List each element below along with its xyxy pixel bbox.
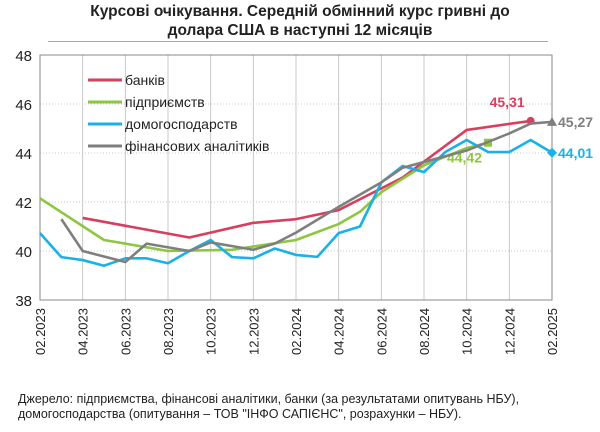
x-tick-label: 10.2023 — [204, 308, 219, 355]
x-tick-label: 04.2023 — [76, 308, 91, 355]
x-tick-label: 02.2024 — [289, 308, 304, 355]
source-line2: домогосподарства (опитування – ТОВ "ІНФО… — [18, 407, 462, 421]
end-value-label: 45,31 — [490, 94, 525, 110]
end-marker-diamond — [547, 147, 557, 158]
legend-label: підприємств — [125, 94, 205, 110]
chart-title-line2: долара США в наступні 12 місяців — [167, 22, 433, 39]
x-tick-label: 08.2023 — [161, 308, 176, 355]
legend-label: домогосподарств — [125, 116, 238, 132]
x-tick-label: 06.2024 — [374, 308, 389, 355]
y-tick-label: 44 — [15, 146, 32, 163]
x-tick-label: 02.2025 — [545, 308, 560, 355]
x-tick-label: 12.2024 — [502, 308, 517, 355]
plot-frame — [39, 54, 553, 301]
y-tick-label: 40 — [15, 244, 32, 261]
x-tick-label: 04.2024 — [332, 308, 347, 355]
y-tick-label: 46 — [15, 97, 32, 114]
y-tick-label: 42 — [15, 195, 32, 212]
x-tick-label: 08.2024 — [417, 308, 432, 355]
y-tick-label: 38 — [15, 293, 32, 310]
x-tick-label: 02.2023 — [33, 308, 48, 355]
legend-label: фінансових аналітиків — [125, 138, 269, 154]
x-tick-label: 06.2023 — [118, 308, 133, 355]
x-tick-label: 10.2024 — [460, 308, 475, 355]
source-line1: Джерело: підприємства, фінансові аналіти… — [18, 392, 520, 406]
chart-title-line1: Курсові очікування. Середній обмінний ку… — [90, 3, 510, 20]
series-2: 44,01 — [39, 138, 593, 268]
series-line — [82, 119, 531, 239]
series-3: 45,27 — [60, 114, 593, 264]
series-line — [39, 138, 553, 268]
end-marker-triangle — [547, 116, 557, 126]
series-line — [60, 120, 553, 264]
end-value-label: 45,27 — [558, 114, 593, 130]
series-line — [39, 141, 489, 253]
end-value-label: 44,01 — [558, 145, 593, 161]
y-tick-label: 48 — [15, 48, 32, 65]
legend-label: банків — [125, 72, 165, 88]
title-divider — [48, 41, 548, 42]
chart-title: Курсові очікування. Середній обмінний ку… — [0, 2, 600, 40]
x-tick-label: 12.2023 — [246, 308, 261, 355]
source-note: Джерело: підприємства, фінансові аналіти… — [18, 392, 519, 422]
